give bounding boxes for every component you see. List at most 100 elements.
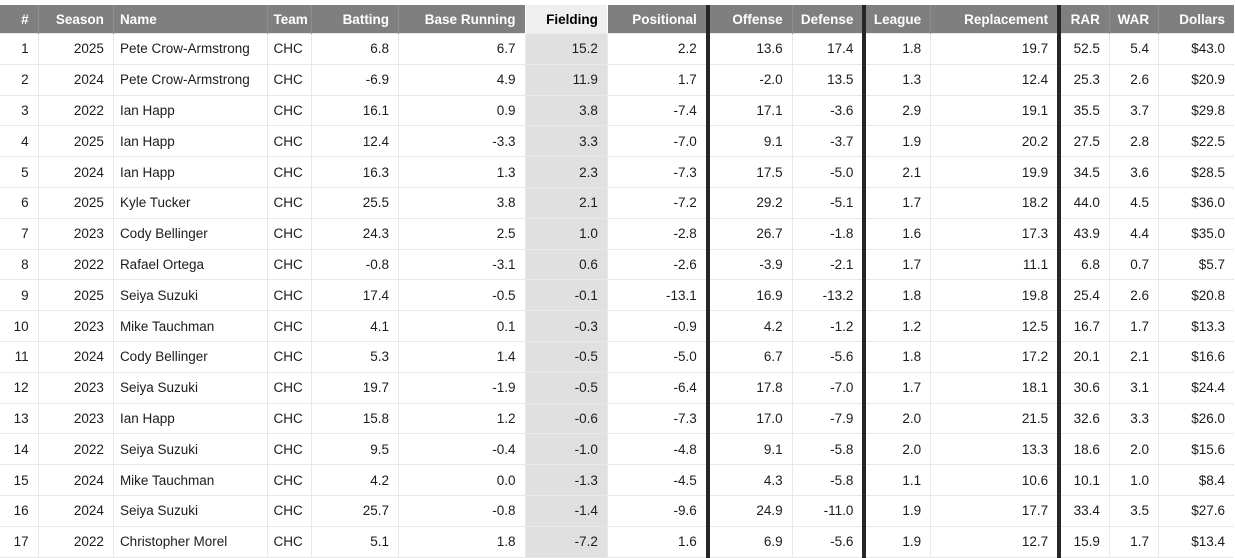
cell-positional: -7.4 <box>606 94 710 126</box>
cell-team: CHC <box>266 63 312 96</box>
table-row: 8 2022 Rafael Ortega CHC -0.8 -3.1 0.6 -2.6 -3.9… <box>0 248 1234 280</box>
column-header-batting[interactable]: Batting <box>310 5 399 34</box>
cell-fielding: -0.6 <box>524 402 608 434</box>
cell-name: Cody Bellinger <box>112 340 268 373</box>
cell-defense: -3.6 <box>791 94 867 126</box>
cell-team: CHC <box>266 340 312 373</box>
column-header-season[interactable]: Season <box>37 5 114 34</box>
cell-league: 1.8 <box>863 33 931 65</box>
column-header-base_running[interactable]: Base Running <box>398 5 526 34</box>
table-row: 3 2022 Ian Happ CHC 16.1 0.9 3.8 -7.4 17.1 -3.6 2.… <box>0 94 1234 126</box>
table-row: 6 2025 Kyle Tucker CHC 25.5 3.8 2.1 -7.2 29.2 -5.… <box>0 186 1234 219</box>
cell-name: Christopher Morel <box>112 525 268 558</box>
cell-rar: 6.8 <box>1058 248 1110 280</box>
cell-season: 2022 <box>37 94 114 126</box>
cell-league: 1.7 <box>863 371 931 404</box>
cell-positional: -7.3 <box>606 402 710 434</box>
cell-team: CHC <box>266 433 312 465</box>
cell-offense: 17.5 <box>707 156 793 188</box>
cell-name: Seiya Suzuki <box>112 279 268 311</box>
cell-defense: -11.0 <box>791 494 867 527</box>
cell-team: CHC <box>266 525 312 558</box>
table-row: 14 2022 Seiya Suzuki CHC 9.5 -0.4 -1.0 -4.8 9.1-… <box>0 433 1234 465</box>
cell-war: 3.1 <box>1108 371 1159 404</box>
cell-name: Rafael Ortega <box>112 248 268 280</box>
cell-dollars: $26.0 <box>1158 402 1234 434</box>
cell-league: 2.0 <box>863 433 931 465</box>
cell-name: Kyle Tucker <box>112 186 268 219</box>
cell-season: 2023 <box>37 310 114 342</box>
cell-name: Seiya Suzuki <box>112 494 268 527</box>
table-row: 2 2024 Pete Crow-Armstrong CHC -6.9 4.9 11.9 1.… <box>0 63 1234 96</box>
table-row: 17 2022 Christopher Morel CHC 5.1 1.8 -7.2 1.6 6… <box>0 525 1234 558</box>
column-header-league[interactable]: League <box>863 5 931 34</box>
cell-batting: 19.7 <box>310 371 399 404</box>
cell-team: CHC <box>266 248 312 280</box>
cell-league: 1.3 <box>863 63 931 96</box>
column-header-rank[interactable]: # <box>0 5 39 34</box>
cell-rar: 27.5 <box>1058 125 1110 157</box>
cell-league: 1.2 <box>863 310 931 342</box>
cell-defense: -1.8 <box>791 217 867 250</box>
column-header-rar[interactable]: RAR <box>1058 5 1110 34</box>
cell-replacement: 19.1 <box>930 94 1062 126</box>
cell-season: 2024 <box>37 156 114 188</box>
cell-positional: -4.8 <box>606 433 710 465</box>
cell-rank: 3 <box>0 94 39 126</box>
column-header-positional[interactable]: Positional <box>606 5 710 34</box>
cell-dollars: $13.4 <box>1158 525 1234 558</box>
cell-fielding: -7.2 <box>524 525 608 558</box>
cell-positional: -2.6 <box>606 248 710 280</box>
cell-replacement: 13.3 <box>930 433 1062 465</box>
cell-fielding: 0.6 <box>524 248 608 280</box>
cell-war: 2.1 <box>1108 340 1159 373</box>
cell-offense: 29.2 <box>707 186 793 219</box>
cell-defense: -1.2 <box>791 310 867 342</box>
table-row: 13 2023 Ian Happ CHC 15.8 1.2 -0.6 -7.3 17.0 -7.9… <box>0 402 1234 434</box>
cell-season: 2025 <box>37 33 114 65</box>
column-header-offense[interactable]: Offense <box>707 5 793 34</box>
table-row: 1 2025 Pete Crow-Armstrong CHC 6.8 6.7 15.2 2.2… <box>0 33 1234 65</box>
cell-positional: -13.1 <box>606 279 710 311</box>
column-header-team[interactable]: Team <box>266 5 312 34</box>
cell-rank: 8 <box>0 248 39 280</box>
cell-base_running: -3.3 <box>398 125 526 157</box>
cell-positional: -7.0 <box>606 125 710 157</box>
cell-war: 2.6 <box>1108 279 1159 311</box>
cell-base_running: 0.1 <box>398 310 526 342</box>
column-header-war[interactable]: WAR <box>1108 5 1159 34</box>
column-header-defense[interactable]: Defense <box>791 5 867 34</box>
cell-positional: 1.7 <box>606 63 710 96</box>
cell-offense: 4.2 <box>707 310 793 342</box>
cell-war: 3.5 <box>1108 494 1159 527</box>
cell-rank: 13 <box>0 402 39 434</box>
column-header-dollars[interactable]: Dollars <box>1158 5 1234 34</box>
cell-batting: 4.2 <box>310 464 399 496</box>
cell-season: 2022 <box>37 525 114 558</box>
cell-season: 2024 <box>37 464 114 496</box>
cell-league: 1.1 <box>863 464 931 496</box>
cell-rar: 52.5 <box>1058 33 1110 65</box>
cell-fielding: -1.3 <box>524 464 608 496</box>
cell-season: 2022 <box>37 433 114 465</box>
column-header-name[interactable]: Name <box>112 5 268 34</box>
cell-base_running: 0.9 <box>398 94 526 126</box>
cell-war: 5.4 <box>1108 33 1159 65</box>
column-header-replacement[interactable]: Replacement <box>930 5 1062 34</box>
cell-base_running: 1.3 <box>398 156 526 188</box>
cell-team: CHC <box>266 279 312 311</box>
cell-team: CHC <box>266 217 312 250</box>
column-header-fielding[interactable]: Fielding <box>524 5 608 34</box>
table-row: 9 2025 Seiya Suzuki CHC 17.4 -0.5 -0.1 -13.1 16.… <box>0 279 1234 311</box>
cell-base_running: -0.8 <box>398 494 526 527</box>
cell-batting: -6.9 <box>310 63 399 96</box>
cell-replacement: 12.5 <box>930 310 1062 342</box>
cell-offense: 17.8 <box>707 371 793 404</box>
cell-team: CHC <box>266 402 312 434</box>
cell-offense: 26.7 <box>707 217 793 250</box>
cell-rank: 12 <box>0 371 39 404</box>
cell-fielding: -0.3 <box>524 310 608 342</box>
cell-fielding: 2.1 <box>524 186 608 219</box>
cell-war: 2.0 <box>1108 433 1159 465</box>
table-row: 10 2023 Mike Tauchman CHC 4.1 0.1 -0.3 -0.9 4.2-… <box>0 310 1234 342</box>
